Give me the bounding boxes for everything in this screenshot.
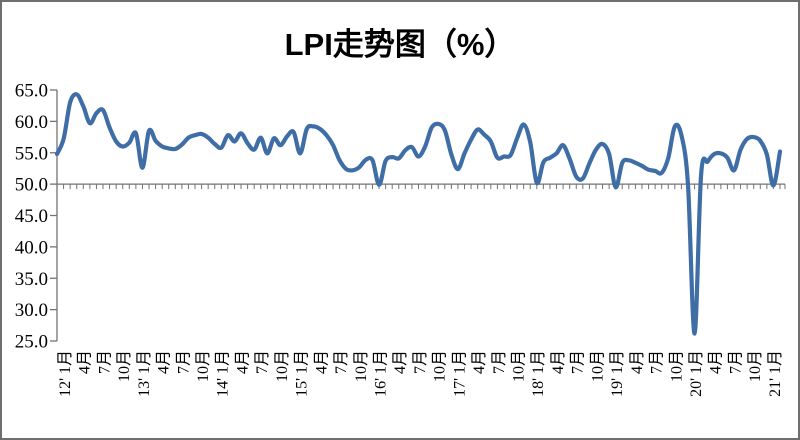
x-axis-tick-label: 4月	[234, 350, 251, 374]
x-axis-tick-label: 14' 1月	[215, 350, 232, 397]
lpi-series-line	[54, 92, 783, 336]
y-axis-tick-label: 50.0	[15, 175, 48, 196]
x-axis-tick-label: 10月	[432, 350, 449, 382]
y-axis: 25.0 30.0 35.0 40.0 45.0 50.0 55.0 60.0 65.0	[15, 81, 58, 353]
x-axis-tick-label: 4月	[471, 350, 488, 374]
lpi-series-path	[54, 92, 783, 336]
y-axis-tick-label: 40.0	[15, 237, 48, 258]
x-axis-tick-label: 19' 1月	[609, 350, 626, 397]
x-axis-tick-label: 7月	[175, 350, 192, 374]
y-axis-tick-label: 25.0	[15, 332, 48, 353]
x-axis-tick-label: 16' 1月	[372, 350, 389, 397]
x-axis-tick-label: 10月	[274, 350, 291, 382]
x-axis-tick-label: 4月	[708, 350, 725, 374]
x-axis-tick-label: 7月	[333, 350, 350, 374]
x-axis-tick-label: 7月	[649, 350, 666, 374]
x-axis-tick-label: 4月	[77, 350, 94, 374]
x-axis-tick-label: 7月	[727, 350, 744, 374]
y-axis-tick-label: 45.0	[15, 206, 48, 227]
y-axis-tick-label: 35.0	[15, 269, 48, 290]
x-axis-tick-label: 10月	[353, 350, 370, 382]
x-axis-tick-label: 4月	[313, 350, 330, 374]
x-axis-tick-label: 17' 1月	[451, 350, 468, 397]
chart-title: LPI走势图（%）	[285, 27, 516, 62]
x-axis-tick-label: 7月	[570, 350, 587, 374]
x-axis-tick-label: 10月	[589, 350, 606, 382]
x-axis-tick-label: 18' 1月	[530, 350, 547, 397]
x-axis-tick-label: 4月	[156, 350, 173, 374]
x-axis-tick-label: 7月	[412, 350, 429, 374]
x-axis-tick-label: 4月	[392, 350, 409, 374]
x-axis-tick-label: 10月	[668, 350, 685, 382]
x-axis-tick-label: 4月	[629, 350, 646, 374]
x-axis-tick-label: 10月	[116, 350, 133, 382]
y-axis-tick-label: 30.0	[15, 300, 48, 321]
x-axis-tick-label: 7月	[491, 350, 508, 374]
x-axis-tick-label: 10月	[747, 350, 764, 382]
x-axis: 12' 1月 4月 7月 10月 13' 1月 4月 7月 10月 14' 1月 4月 7月 10月 1…	[56, 183, 786, 397]
y-axis-tick-label: 60.0	[15, 112, 48, 133]
x-axis-tick-label: 15' 1月	[294, 350, 311, 397]
x-axis-tick-label: 21' 1月	[767, 350, 784, 397]
y-axis-tick-label: 55.0	[15, 143, 48, 164]
x-axis-tick-label: 7月	[96, 350, 113, 374]
x-axis-tick-label: 10月	[195, 350, 212, 382]
x-axis-tick-label: 20' 1月	[688, 350, 705, 397]
x-axis-tick-label: 7月	[254, 350, 271, 374]
x-axis-tick-label: 13' 1月	[136, 350, 153, 397]
x-axis-tick-label: 10月	[511, 350, 528, 382]
y-axis-tick-label: 65.0	[15, 81, 48, 102]
x-axis-tick-label: 12' 1月	[57, 350, 74, 397]
x-axis-tick-label: 4月	[550, 350, 567, 374]
